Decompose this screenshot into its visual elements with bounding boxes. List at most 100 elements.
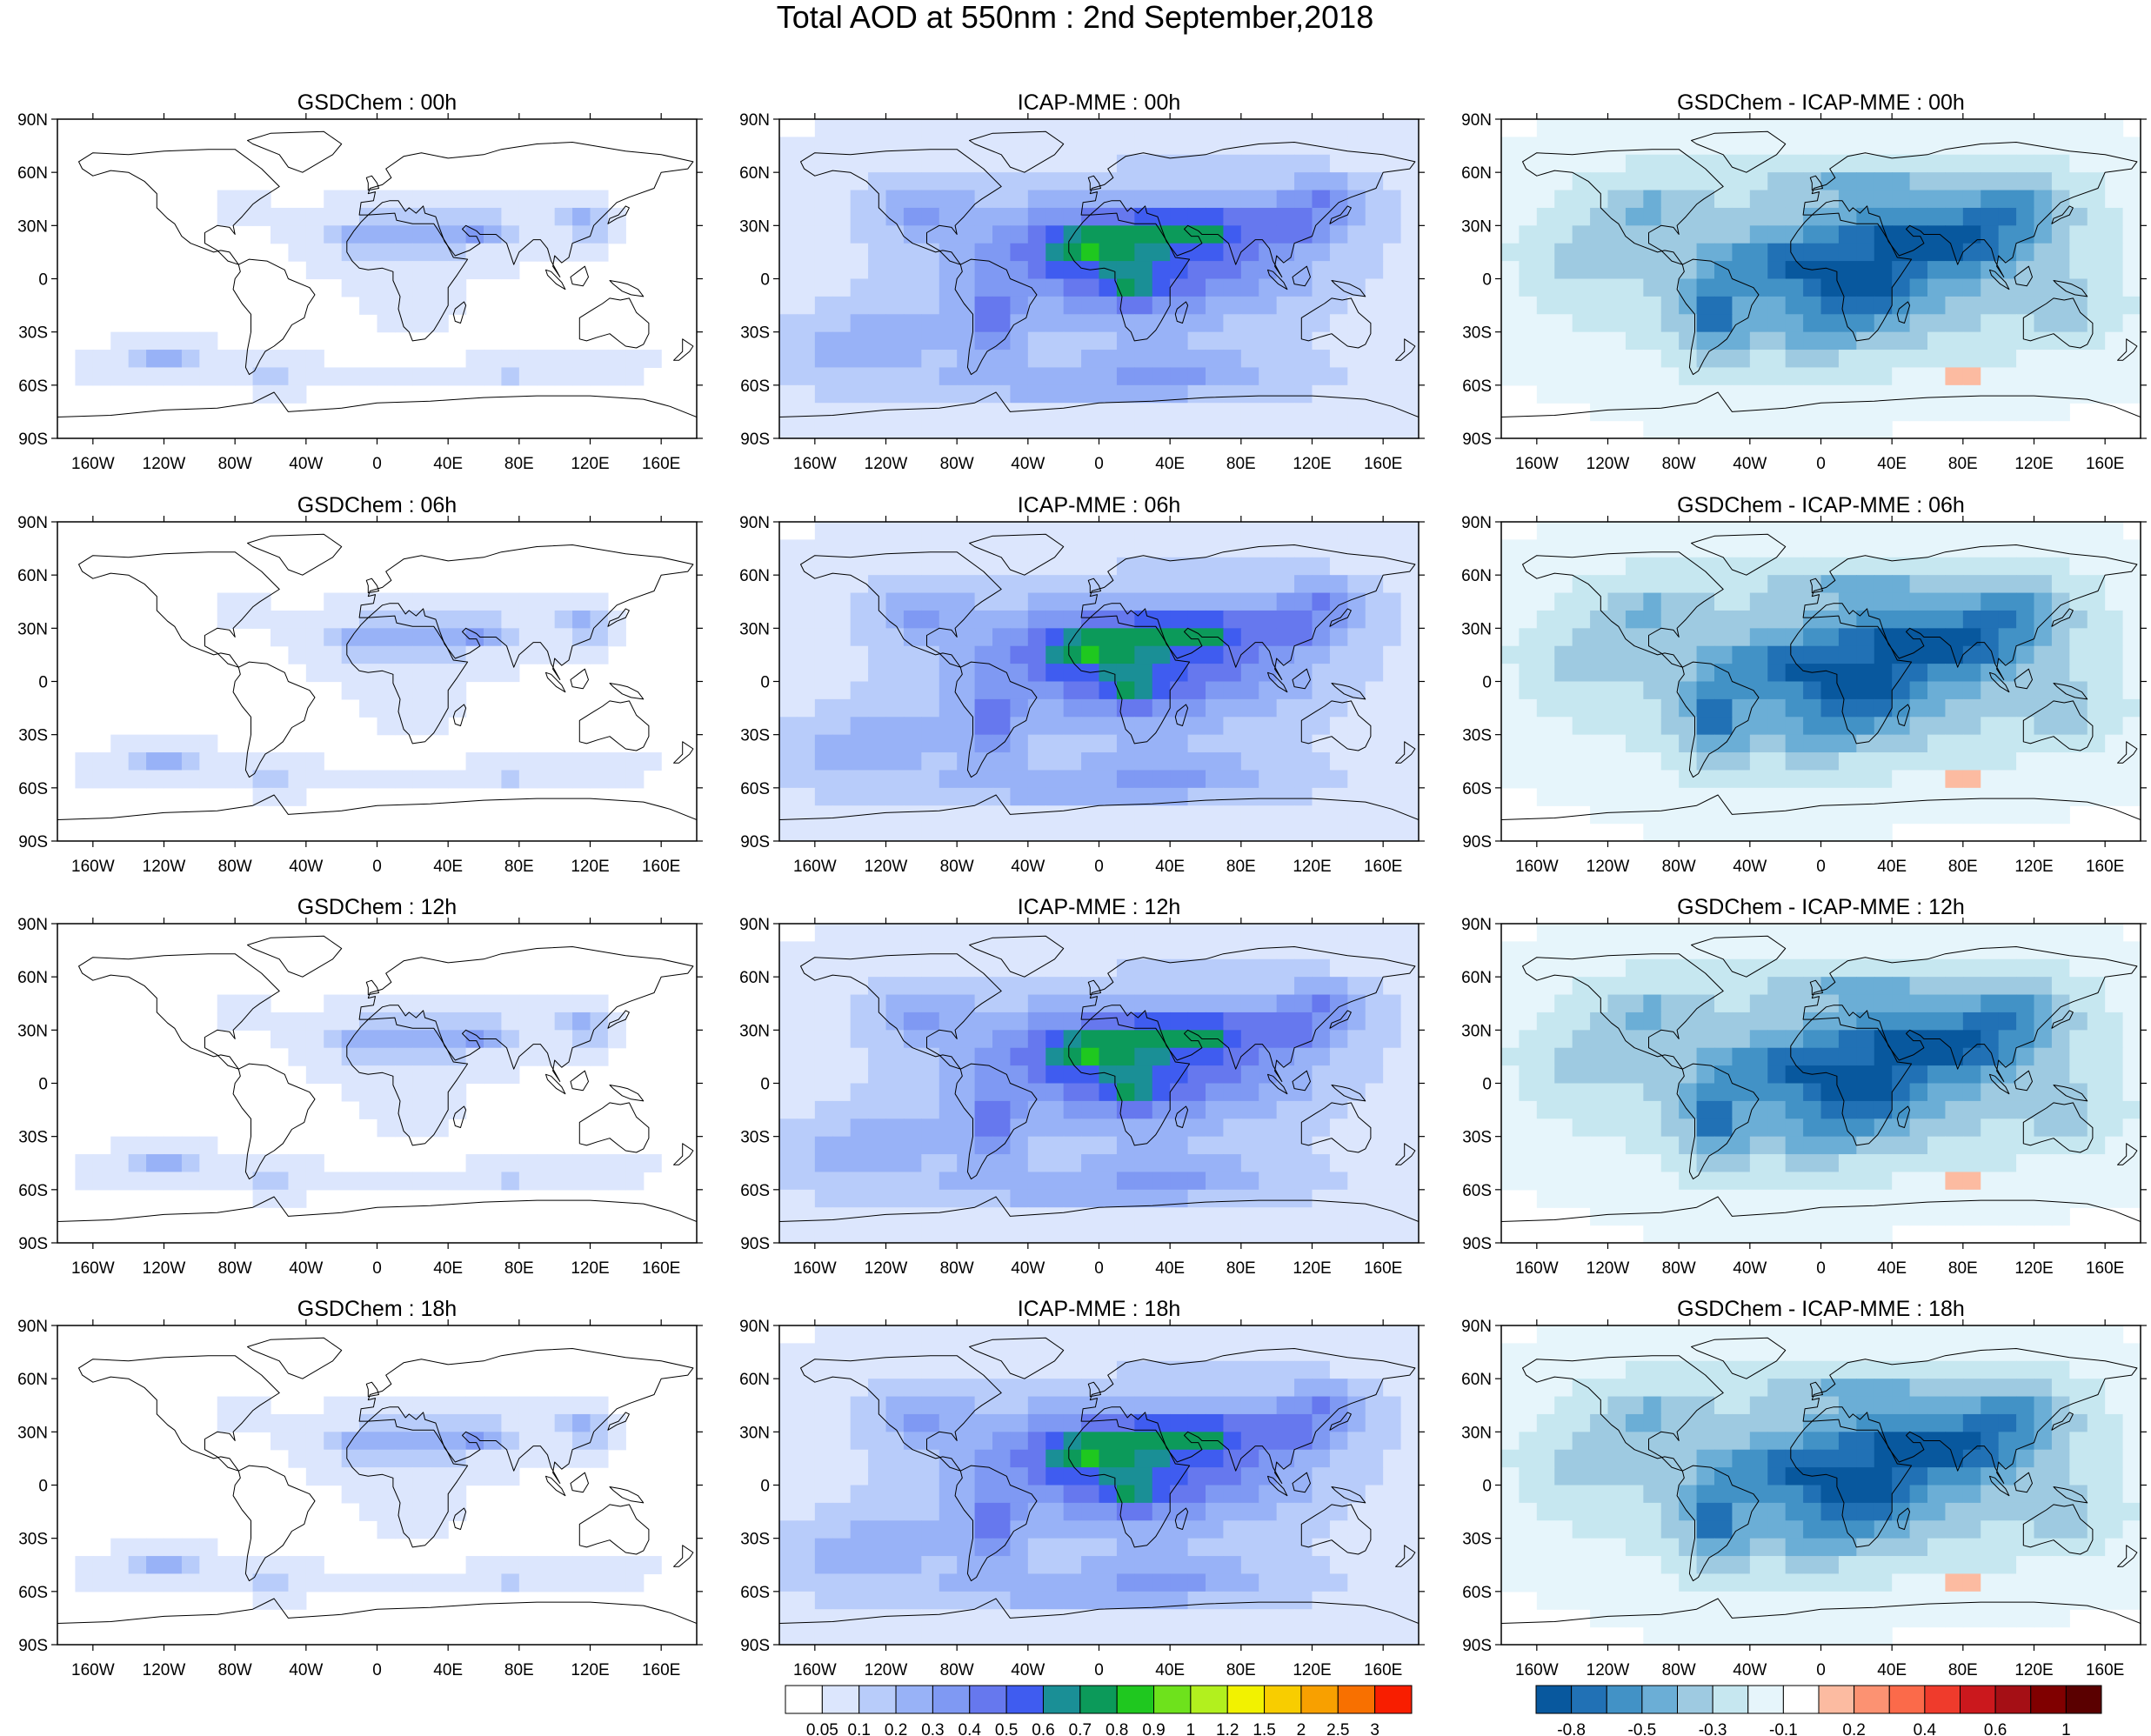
field-cell [1347, 522, 1366, 540]
field-cell [885, 734, 905, 753]
lon-tick-label: 0 [372, 1259, 382, 1278]
field-cell [1714, 172, 1733, 191]
field-cell [164, 367, 183, 386]
field-cell [607, 1172, 626, 1191]
field-cell [465, 994, 484, 1013]
field-cell [1785, 420, 1804, 438]
field-cell [1625, 664, 1644, 683]
field-cell [1294, 278, 1313, 297]
field-cell [832, 941, 852, 960]
field-cell [1643, 752, 1662, 771]
field-cell [1874, 331, 1893, 351]
field-cell [1536, 958, 1555, 978]
field-cell [939, 1012, 958, 1031]
field-cell [939, 664, 958, 683]
aod-field [1501, 522, 2141, 841]
field-cell [1134, 1118, 1153, 1138]
field-cell [1045, 1012, 1065, 1031]
field-cell [1945, 1189, 1964, 1208]
field-cell [1660, 261, 1680, 280]
field-cell [974, 243, 993, 262]
field-cell [814, 787, 833, 806]
field-cell [128, 1172, 147, 1191]
field-cell [643, 1154, 662, 1173]
field-cell [957, 1012, 976, 1031]
field-cell [1027, 207, 1046, 226]
field-cell [1909, 243, 1928, 262]
field-cell [1874, 384, 1893, 404]
field-cell [1134, 958, 1153, 978]
field-cell [217, 994, 236, 1013]
field-cell [1660, 522, 1680, 540]
field-cell [1400, 610, 1419, 629]
field-cell [128, 1556, 147, 1575]
field-cell [814, 190, 833, 209]
field-cell [1714, 752, 1733, 771]
field-cell [324, 770, 343, 789]
field-cell [1945, 137, 1964, 156]
field-cell [1607, 367, 1627, 386]
field-cell [1679, 1225, 1698, 1243]
field-cell [1590, 805, 1609, 825]
field-cell [797, 1189, 816, 1208]
field-cell [885, 1154, 905, 1173]
field-cell [1981, 1189, 2000, 1208]
field-cell [110, 1538, 130, 1557]
field-cell [2069, 539, 2088, 558]
field-cell [1170, 994, 1189, 1013]
field-cell [2051, 924, 2070, 942]
field-cell [832, 610, 852, 629]
field-cell [957, 645, 976, 664]
field-cell [1536, 941, 1555, 960]
field-cell [939, 1154, 958, 1173]
field-cell [921, 119, 940, 137]
field-cell [1170, 1225, 1189, 1243]
field-cell [1223, 770, 1242, 789]
field-cell [1187, 610, 1206, 629]
field-cell [1909, 805, 1928, 825]
field-cell [554, 1047, 573, 1066]
field-cell [992, 770, 1012, 789]
lon-tick-label: 80E [1948, 858, 1978, 876]
field-cell [957, 314, 976, 333]
field-cell [1383, 1030, 1402, 1049]
field-cell [1981, 1047, 2000, 1066]
field-cell [92, 752, 111, 771]
field-cell [1010, 1189, 1029, 1208]
field-cell [1081, 296, 1100, 315]
coastline-japan [1329, 1010, 1352, 1029]
field-cell [1081, 787, 1100, 806]
field-cell [1749, 1136, 1768, 1155]
coastline-borneo [2014, 1070, 2033, 1092]
lon-tick-label: 80E [504, 858, 534, 876]
field-cell [1329, 1225, 1348, 1243]
field-cell [1365, 1012, 1384, 1031]
field-cell [341, 994, 360, 1013]
field-cell [1767, 1047, 1787, 1066]
field-cell [1892, 1136, 1911, 1155]
field-cell [1856, 994, 1875, 1013]
field-cell [832, 924, 852, 942]
field-cell [1962, 137, 1981, 156]
field-cell [2016, 403, 2035, 422]
lon-tick-label: 0 [1816, 455, 1826, 473]
field-cell [1081, 1047, 1100, 1066]
field-cell [779, 752, 798, 771]
field-cell [1536, 681, 1555, 700]
field-cell [1240, 190, 1259, 209]
field-cell [1909, 119, 1928, 137]
field-cell [1134, 681, 1153, 700]
field-cell [1838, 805, 1857, 825]
field-cell [779, 1189, 798, 1208]
field-cell [868, 787, 887, 806]
field-cell [1838, 207, 1857, 226]
field-cell [1838, 403, 1857, 422]
field-cell [341, 1396, 360, 1415]
field-cell [1347, 420, 1366, 438]
field-cell [1679, 119, 1698, 137]
field-cell [1749, 664, 1768, 683]
field-cell [868, 1100, 887, 1119]
field-cell [1820, 770, 1840, 789]
field-cell [1116, 225, 1135, 244]
field-cell [1892, 403, 1911, 422]
